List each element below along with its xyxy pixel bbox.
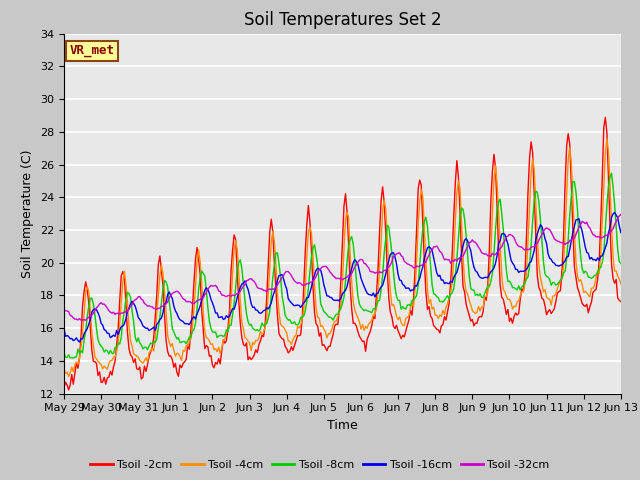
X-axis label: Time: Time: [327, 419, 358, 432]
Y-axis label: Soil Temperature (C): Soil Temperature (C): [22, 149, 35, 278]
Text: VR_met: VR_met: [70, 44, 115, 58]
Legend: Tsoil -2cm, Tsoil -4cm, Tsoil -8cm, Tsoil -16cm, Tsoil -32cm: Tsoil -2cm, Tsoil -4cm, Tsoil -8cm, Tsoi…: [86, 456, 554, 474]
Title: Soil Temperatures Set 2: Soil Temperatures Set 2: [244, 11, 441, 29]
